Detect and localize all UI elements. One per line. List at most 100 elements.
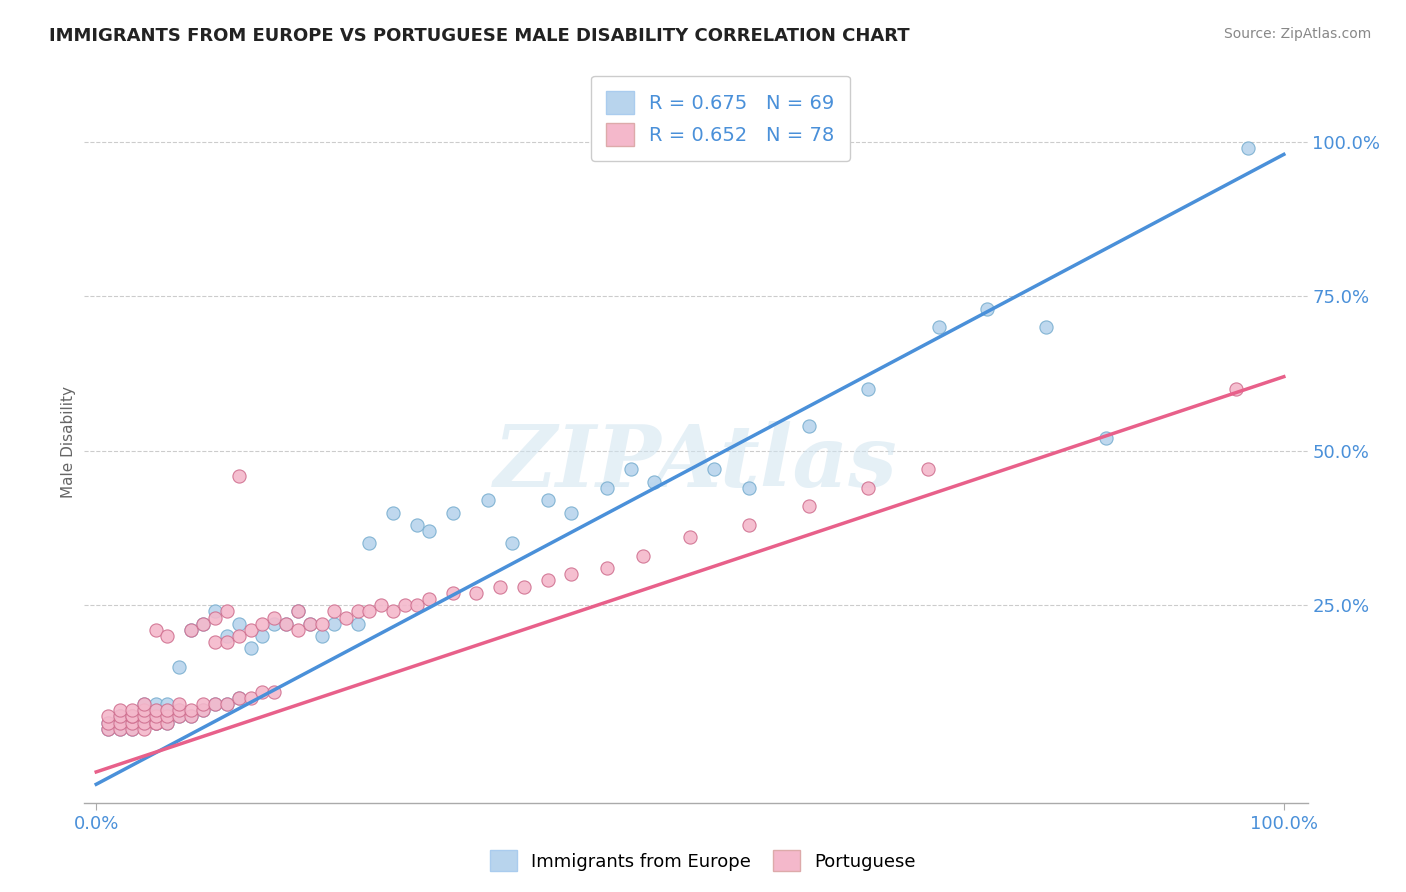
Point: [239, 690, 262, 705]
Point: [97, 722, 120, 736]
Point: [620, 462, 643, 476]
Point: [215, 697, 238, 711]
Point: [145, 709, 167, 723]
Point: [121, 722, 143, 736]
Point: [97, 715, 120, 730]
Y-axis label: Male Disability: Male Disability: [60, 385, 76, 498]
Point: [121, 715, 143, 730]
Point: [856, 382, 879, 396]
Point: [169, 703, 191, 717]
Point: [276, 616, 298, 631]
Point: [97, 709, 120, 723]
Point: [180, 709, 202, 723]
Point: [596, 561, 619, 575]
Point: [228, 468, 250, 483]
Point: [441, 506, 464, 520]
Point: [477, 493, 499, 508]
Point: [311, 629, 333, 643]
Point: [121, 709, 143, 723]
Point: [180, 709, 202, 723]
Point: [145, 703, 167, 717]
Point: [370, 598, 392, 612]
Point: [145, 715, 167, 730]
Point: [263, 684, 285, 698]
Point: [169, 660, 191, 674]
Point: [191, 616, 214, 631]
Point: [631, 549, 654, 563]
Point: [156, 709, 179, 723]
Point: [121, 715, 143, 730]
Point: [145, 709, 167, 723]
Point: [298, 616, 321, 631]
Point: [501, 536, 523, 550]
Point: [204, 610, 226, 624]
Point: [191, 703, 214, 717]
Point: [560, 567, 582, 582]
Legend: R = 0.675   N = 69, R = 0.652   N = 78: R = 0.675 N = 69, R = 0.652 N = 78: [591, 76, 851, 161]
Point: [489, 580, 512, 594]
Point: [121, 703, 143, 717]
Point: [382, 604, 405, 618]
Point: [322, 616, 344, 631]
Point: [228, 616, 250, 631]
Point: [239, 623, 262, 637]
Point: [536, 493, 558, 508]
Point: [406, 517, 429, 532]
Point: [121, 709, 143, 723]
Point: [97, 722, 120, 736]
Point: [132, 703, 155, 717]
Point: [643, 475, 665, 489]
Point: [108, 715, 131, 730]
Point: [322, 604, 344, 618]
Point: [204, 635, 226, 649]
Point: [215, 635, 238, 649]
Point: [169, 703, 191, 717]
Text: Source: ZipAtlas.com: Source: ZipAtlas.com: [1223, 27, 1371, 41]
Point: [976, 301, 998, 316]
Point: [132, 697, 155, 711]
Point: [156, 629, 179, 643]
Point: [298, 616, 321, 631]
Point: [191, 616, 214, 631]
Point: [287, 604, 309, 618]
Text: IMMIGRANTS FROM EUROPE VS PORTUGUESE MALE DISABILITY CORRELATION CHART: IMMIGRANTS FROM EUROPE VS PORTUGUESE MAL…: [49, 27, 910, 45]
Point: [513, 580, 536, 594]
Point: [108, 709, 131, 723]
Point: [108, 722, 131, 736]
Point: [121, 722, 143, 736]
Point: [359, 536, 381, 550]
Point: [108, 703, 131, 717]
Point: [108, 715, 131, 730]
Point: [132, 709, 155, 723]
Point: [797, 500, 820, 514]
Point: [239, 641, 262, 656]
Point: [145, 697, 167, 711]
Point: [738, 481, 761, 495]
Point: [169, 709, 191, 723]
Point: [156, 703, 179, 717]
Point: [132, 697, 155, 711]
Point: [108, 715, 131, 730]
Point: [382, 506, 405, 520]
Point: [441, 586, 464, 600]
Point: [263, 616, 285, 631]
Legend: Immigrants from Europe, Portuguese: Immigrants from Europe, Portuguese: [482, 843, 924, 879]
Point: [145, 623, 167, 637]
Point: [108, 709, 131, 723]
Point: [797, 419, 820, 434]
Point: [145, 715, 167, 730]
Point: [311, 616, 333, 631]
Point: [252, 684, 274, 698]
Point: [132, 715, 155, 730]
Point: [169, 697, 191, 711]
Point: [145, 715, 167, 730]
Point: [1094, 432, 1116, 446]
Point: [108, 709, 131, 723]
Point: [204, 697, 226, 711]
Point: [359, 604, 381, 618]
Point: [191, 703, 214, 717]
Point: [418, 592, 440, 607]
Point: [156, 697, 179, 711]
Point: [394, 598, 416, 612]
Point: [97, 715, 120, 730]
